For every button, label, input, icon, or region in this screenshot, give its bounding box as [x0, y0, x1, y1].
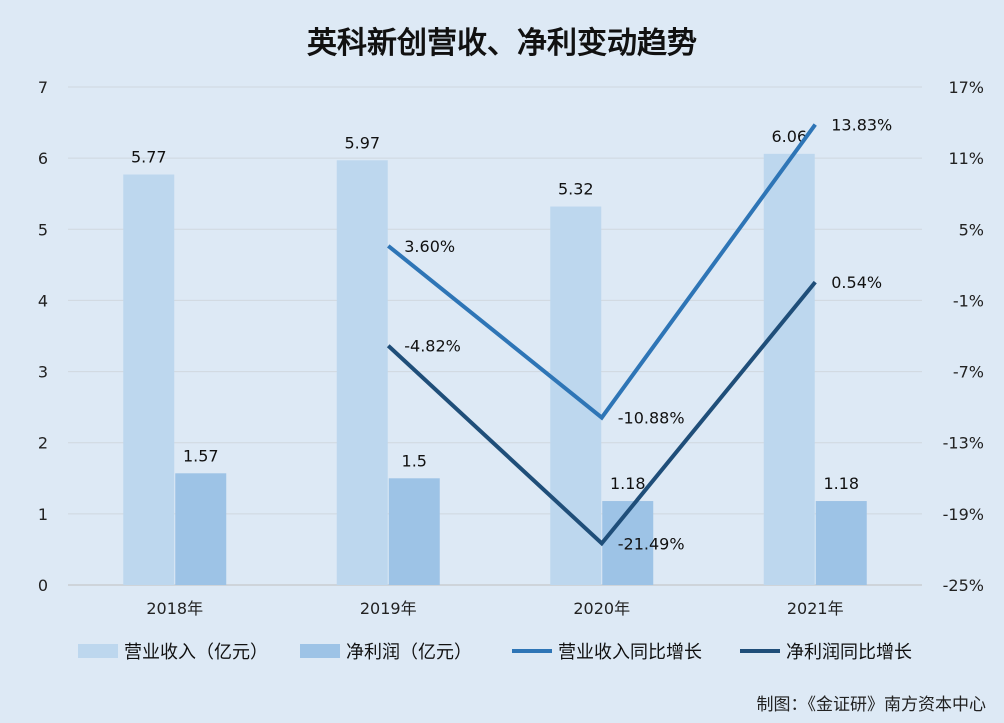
- chart-credit: 制图：《金证研》南方资本中心: [756, 695, 987, 715]
- bar: [175, 473, 227, 585]
- series-line: [386, 123, 817, 421]
- legend-line-profit-growth: [740, 649, 780, 653]
- y-left-tick-label: 5: [38, 220, 48, 239]
- legend-item-revenue: 营业收入（亿元）: [78, 638, 268, 664]
- legend-label-profit-growth: 净利润同比增长: [786, 642, 912, 663]
- chart-legend: 营业收入（亿元） 净利润（亿元） 营业收入同比增长 净利润同比增长: [0, 638, 1004, 664]
- x-tick-label: 2020年: [573, 599, 630, 618]
- y-right-tick-label: -13%: [943, 434, 984, 453]
- y-left-tick-label: 7: [38, 78, 48, 97]
- y-right-tick-label: -19%: [943, 505, 984, 524]
- y-right-tick-label: -7%: [953, 363, 984, 382]
- line-data-label: 3.60%: [404, 237, 455, 256]
- y-left-tick-label: 6: [38, 149, 48, 168]
- series-line: [386, 280, 817, 547]
- y-right-tick-label: -25%: [943, 576, 984, 595]
- bar: [123, 174, 175, 585]
- bar-data-label: 1.5: [402, 451, 427, 470]
- bar-data-label: 6.06: [771, 127, 807, 146]
- bar-data-label: 1.18: [610, 474, 646, 493]
- y-right-tick-label: 11%: [948, 149, 984, 168]
- legend-item-profit: 净利润（亿元）: [300, 638, 472, 664]
- line-data-label: 0.54%: [831, 273, 882, 292]
- bar-data-label: 1.18: [823, 474, 859, 493]
- y-right-tick-label: 17%: [948, 78, 984, 97]
- legend-label-profit: 净利润（亿元）: [346, 642, 472, 663]
- y-left-tick-label: 1: [38, 505, 48, 524]
- y-right-tick-label: -1%: [953, 291, 984, 310]
- legend-swatch-revenue: [78, 644, 118, 658]
- x-tick-label: 2021年: [787, 599, 844, 618]
- line-data-label: -4.82%: [404, 337, 461, 356]
- y-left-tick-label: 4: [38, 291, 48, 310]
- line-data-label: -10.88%: [618, 409, 685, 428]
- bar-data-label: 5.97: [344, 133, 380, 152]
- legend-item-revenue-growth: 营业收入同比增长: [512, 638, 702, 664]
- chart-title: 英科新创营收、净利变动趋势: [307, 26, 697, 61]
- y-left-tick-label: 3: [38, 363, 48, 382]
- line-data-label: -21.49%: [618, 534, 685, 553]
- legend-line-revenue-growth: [512, 649, 552, 653]
- bar-data-label: 1.57: [183, 446, 219, 465]
- bar: [763, 153, 815, 586]
- y-left-tick-label: 0: [38, 576, 48, 595]
- legend-item-profit-growth: 净利润同比增长: [740, 638, 912, 664]
- legend-swatch-profit: [300, 644, 340, 658]
- legend-label-revenue-growth: 营业收入同比增长: [558, 642, 702, 663]
- bar: [388, 478, 440, 585]
- bar: [336, 160, 388, 585]
- line-data-label: 13.83%: [831, 116, 892, 135]
- bar-data-label: 5.32: [558, 180, 594, 199]
- x-tick-label: 2019年: [360, 599, 417, 618]
- y-left-tick-label: 2: [38, 434, 48, 453]
- bar: [815, 501, 867, 585]
- x-tick-label: 2018年: [146, 599, 203, 618]
- legend-label-revenue: 营业收入（亿元）: [124, 642, 268, 663]
- bar-data-label: 5.77: [131, 148, 167, 167]
- bar: [602, 501, 654, 585]
- y-right-tick-label: 5%: [959, 220, 984, 239]
